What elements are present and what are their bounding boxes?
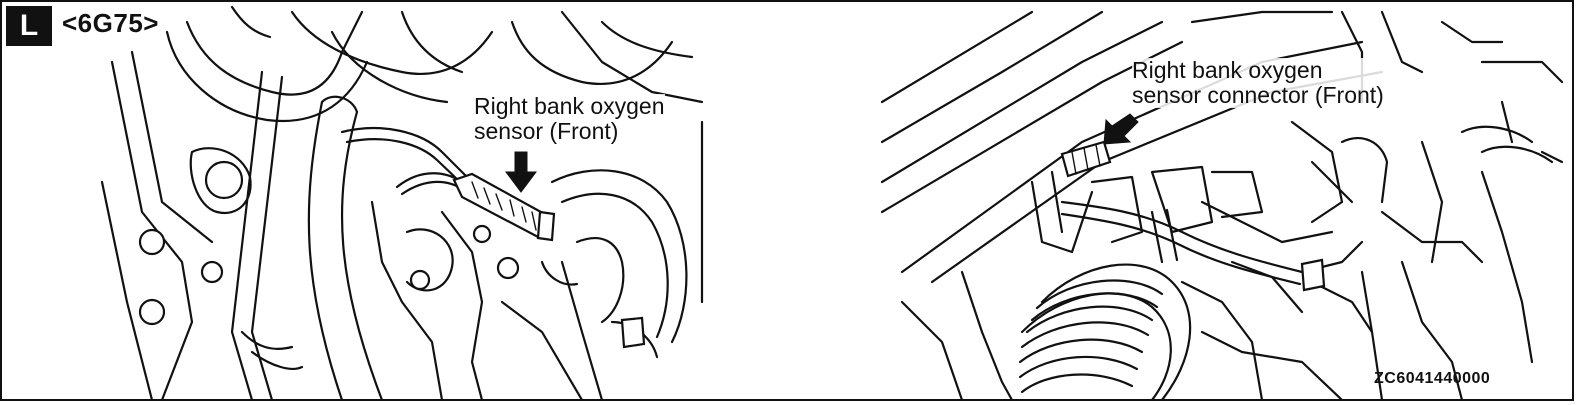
right-arrow-icon [1103,113,1139,145]
engine-code-label: <6G75> [62,8,159,38]
intake-bellows-shape [1018,263,1192,399]
right-callout-line1: Right bank oxygen [1132,57,1323,83]
left-callout-line2: sensor (Front) [474,118,619,144]
right-engine-drawing [880,10,1564,399]
connector-shape [1060,140,1112,178]
oxygen-sensor-shape [452,172,556,242]
left-callout-line1: Right bank oxygen [474,93,665,119]
left-engine-drawing [100,5,704,399]
right-callout: Right bank oxygen sensor connector (Fron… [1132,58,1384,108]
figure-code: ZC6041440000 [1374,370,1491,387]
left-arrow-icon [505,151,537,193]
section-badge: L [6,6,52,46]
right-callout-line2: sensor connector (Front) [1132,82,1384,108]
left-callout: Right bank oxygen sensor (Front) [474,94,665,144]
